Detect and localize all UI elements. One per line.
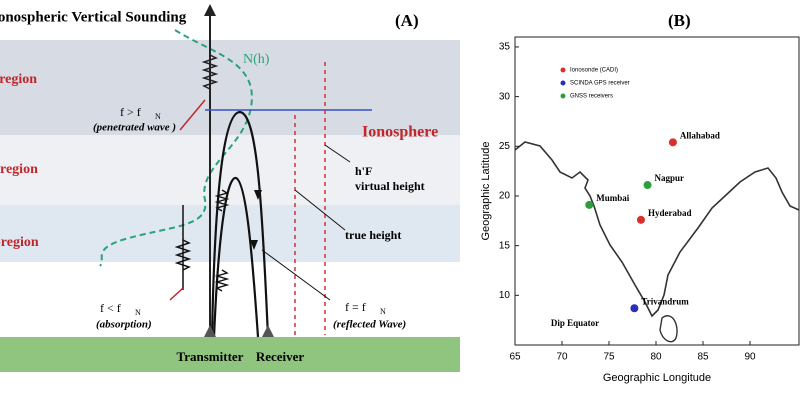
y-tick-label: 10	[499, 290, 511, 301]
antenna	[262, 325, 274, 337]
true-height: true height	[345, 228, 401, 242]
coastline	[514, 141, 800, 318]
station-label: Allahabad	[680, 130, 720, 140]
reflected-path	[212, 176, 260, 338]
wave-coil	[201, 54, 219, 90]
receiver: Receiver	[256, 349, 305, 364]
island	[659, 315, 678, 343]
pointer	[179, 99, 206, 131]
wave-coil	[174, 239, 192, 271]
legend-marker	[560, 80, 566, 86]
pointer	[294, 189, 346, 231]
note: (reflected Wave)	[333, 319, 406, 331]
reflected-path	[210, 110, 270, 338]
pointer	[324, 144, 351, 163]
region-label: F-region	[0, 72, 37, 87]
arrow-head	[254, 190, 262, 200]
e-band	[0, 135, 460, 205]
virtual-label: virtual height	[355, 179, 425, 193]
subscript: N	[155, 112, 161, 121]
panel-label-a: (A)	[395, 11, 419, 30]
legend-label: GNSS receivers	[570, 94, 613, 100]
x-tick-label: 70	[556, 352, 568, 363]
station-label: Nagpur	[655, 173, 685, 183]
condition: f > f	[120, 105, 141, 119]
legend-label: SCINDA GPS receiver	[570, 81, 630, 87]
pointer	[261, 249, 331, 301]
region-label: E-region	[0, 162, 38, 177]
wave-coil	[214, 189, 230, 212]
station	[636, 215, 645, 224]
x-tick-label: 75	[603, 352, 615, 363]
station	[585, 200, 594, 209]
subscript: N	[380, 307, 386, 316]
x-tick-label: 85	[697, 352, 709, 363]
title-a: Ionospheric Vertical Sounding	[0, 9, 187, 25]
x-tick-label: 80	[650, 352, 662, 363]
x-tick-label: 90	[744, 352, 756, 363]
plot-frame	[514, 36, 800, 346]
ionosphere-label: Ionosphere	[362, 124, 438, 141]
d-band	[0, 205, 460, 262]
y-tick-label: 25	[499, 141, 511, 152]
transmitter: Transmitter	[177, 349, 244, 364]
legend-label: Ionosonde (CADI)	[570, 68, 618, 74]
annotation: Dip Equator	[551, 318, 599, 328]
condition: f < f	[100, 301, 121, 315]
arrow-head	[250, 240, 258, 250]
x-tick-label: 65	[509, 352, 521, 363]
station	[643, 181, 652, 190]
note: (absorption)	[96, 319, 152, 331]
virtual-symbol: h'F	[355, 164, 372, 178]
pointer	[169, 287, 184, 301]
density-label: N(h)	[243, 52, 270, 67]
arrow-head	[204, 4, 216, 16]
ground	[0, 337, 460, 372]
condition: f = f	[345, 300, 366, 314]
y-axis-title: Geographic Latitude	[480, 141, 492, 240]
y-tick-label: 30	[499, 91, 511, 102]
y-tick-label: 15	[499, 240, 511, 251]
panel-label-b: (B)	[668, 11, 691, 30]
antenna	[204, 325, 216, 337]
note: (penetrated wave )	[93, 122, 176, 134]
x-axis-title: Geographic Longitude	[603, 372, 711, 384]
station-label: Hyderabad	[648, 208, 692, 218]
legend-marker	[560, 93, 566, 99]
y-tick-label: 20	[499, 191, 511, 202]
legend-marker	[560, 67, 566, 73]
station-label: Mumbai	[596, 193, 630, 203]
wave-coil	[214, 269, 230, 292]
y-tick-label: 35	[499, 42, 511, 53]
plot: 65 70 75 80 85 90 10 15 20 25 30 35 Ionosonde (CADI)…	[499, 42, 756, 363]
region-label: D-region	[0, 235, 39, 250]
station	[668, 138, 677, 147]
station	[630, 304, 639, 313]
subscript: N	[135, 308, 141, 317]
station-label: Trivandrum	[641, 296, 689, 306]
density-curve	[99, 29, 253, 267]
f-band	[0, 40, 460, 135]
